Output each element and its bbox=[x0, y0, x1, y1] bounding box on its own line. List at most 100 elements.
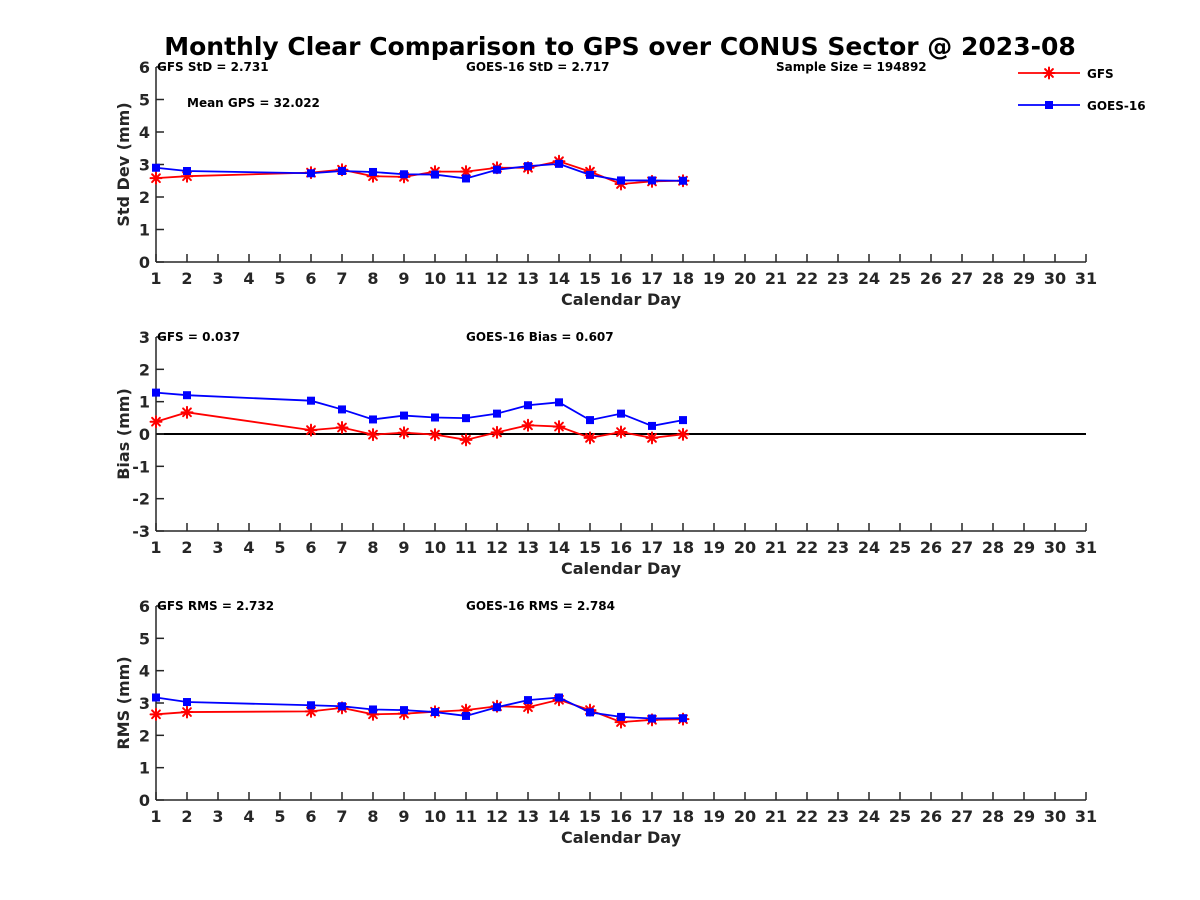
data-point bbox=[648, 714, 656, 723]
x-tick-label: 27 bbox=[951, 807, 973, 826]
data-point bbox=[555, 693, 563, 702]
data-point bbox=[397, 426, 411, 440]
x-tick-label: 30 bbox=[1044, 538, 1066, 557]
x-tick-label: 7 bbox=[336, 538, 347, 557]
x-tick-label: 16 bbox=[610, 269, 632, 288]
x-tick-label: 25 bbox=[889, 269, 911, 288]
marker-stroke bbox=[647, 432, 657, 443]
x-tick-label: 15 bbox=[579, 538, 601, 557]
data-point bbox=[369, 705, 377, 714]
data-point bbox=[555, 159, 563, 168]
marker-stroke bbox=[306, 425, 316, 436]
data-point bbox=[586, 708, 594, 717]
data-point bbox=[307, 169, 315, 178]
x-axis-label: Calendar Day bbox=[561, 828, 682, 847]
x-tick-label: 10 bbox=[424, 269, 446, 288]
data-point bbox=[183, 698, 191, 707]
data-point bbox=[459, 433, 473, 447]
x-tick-label: 28 bbox=[982, 807, 1004, 826]
y-tick-label: 5 bbox=[139, 91, 150, 110]
x-tick-label: 12 bbox=[486, 807, 508, 826]
x-tick-label: 22 bbox=[796, 269, 818, 288]
legend-item-goes-16: GOES-16 bbox=[1018, 99, 1146, 113]
y-tick-label: 0 bbox=[139, 425, 150, 444]
data-point bbox=[524, 401, 532, 410]
data-point bbox=[307, 396, 315, 405]
x-tick-label: 1 bbox=[150, 807, 161, 826]
y-tick-label: 6 bbox=[139, 58, 150, 77]
x-tick-label: 18 bbox=[672, 269, 694, 288]
data-point bbox=[648, 176, 656, 185]
x-tick-label: 29 bbox=[1013, 807, 1035, 826]
data-point bbox=[617, 712, 625, 721]
x-tick-label: 1 bbox=[150, 269, 161, 288]
marker-stroke bbox=[678, 429, 688, 440]
data-point bbox=[679, 416, 687, 425]
data-point bbox=[586, 170, 594, 179]
series-goes-16 bbox=[152, 693, 687, 723]
y-tick-label: 2 bbox=[139, 188, 150, 207]
legend-label: GOES-16 bbox=[1087, 99, 1146, 113]
data-point bbox=[183, 167, 191, 175]
annotation-goes-stat: GOES-16 RMS = 2.784 bbox=[466, 599, 615, 613]
x-tick-label: 24 bbox=[858, 538, 880, 557]
x-tick-label: 25 bbox=[889, 538, 911, 557]
data-point bbox=[490, 425, 504, 439]
x-tick-label: 26 bbox=[920, 807, 942, 826]
x-tick-label: 24 bbox=[858, 269, 880, 288]
marker-stroke bbox=[523, 420, 533, 431]
y-axis-label: RMS (mm) bbox=[114, 656, 133, 749]
data-point bbox=[400, 170, 408, 179]
data-point bbox=[335, 421, 349, 435]
y-tick-label: 0 bbox=[139, 253, 150, 272]
data-point bbox=[428, 428, 442, 442]
marker-stroke bbox=[616, 427, 626, 437]
data-point bbox=[648, 421, 656, 430]
x-tick-label: 17 bbox=[641, 807, 663, 826]
legend: GFS GOES-16 bbox=[1018, 66, 1146, 113]
x-tick-label: 4 bbox=[243, 269, 254, 288]
x-tick-label: 18 bbox=[672, 807, 694, 826]
x-tick-label: 24 bbox=[858, 807, 880, 826]
x-tick-label: 13 bbox=[517, 538, 539, 557]
x-tick-label: 30 bbox=[1044, 269, 1066, 288]
x-tick-label: 25 bbox=[889, 807, 911, 826]
data-point bbox=[462, 711, 470, 720]
x-tick-label: 26 bbox=[920, 269, 942, 288]
data-point bbox=[338, 167, 346, 175]
series-line bbox=[155, 162, 684, 182]
annotation-sample-size: Sample Size = 194892 bbox=[776, 60, 927, 74]
legend-marker bbox=[1045, 101, 1053, 109]
data-point bbox=[369, 415, 377, 424]
data-point bbox=[583, 431, 597, 445]
y-tick-label: 4 bbox=[139, 123, 150, 142]
data-point bbox=[307, 701, 315, 710]
marker-stroke bbox=[399, 427, 409, 438]
x-tick-label: 17 bbox=[641, 538, 663, 557]
marker-stroke bbox=[182, 407, 192, 418]
x-tick-label: 27 bbox=[951, 269, 973, 288]
data-point bbox=[493, 409, 501, 418]
x-tick-label: 8 bbox=[367, 807, 378, 826]
marker-stroke bbox=[151, 709, 161, 720]
x-tick-label: 10 bbox=[424, 538, 446, 557]
x-tick-label: 10 bbox=[424, 807, 446, 826]
marker-stroke bbox=[461, 166, 471, 177]
data-point bbox=[149, 707, 163, 721]
x-tick-label: 7 bbox=[336, 269, 347, 288]
x-tick-label: 27 bbox=[951, 538, 973, 557]
x-tick-label: 5 bbox=[274, 538, 285, 557]
y-tick-label: -2 bbox=[132, 490, 150, 509]
marker-stroke bbox=[492, 427, 502, 438]
y-tick-label: 0 bbox=[139, 791, 150, 810]
x-tick-label: 20 bbox=[734, 269, 756, 288]
x-tick-label: 6 bbox=[305, 538, 316, 557]
x-tick-label: 19 bbox=[703, 807, 725, 826]
marker-stroke bbox=[151, 416, 161, 427]
marker-stroke bbox=[461, 434, 471, 445]
x-tick-label: 23 bbox=[827, 807, 849, 826]
y-tick-label: 5 bbox=[139, 629, 150, 648]
marker-stroke bbox=[337, 422, 347, 433]
x-tick-label: 29 bbox=[1013, 269, 1035, 288]
x-tick-label: 16 bbox=[610, 538, 632, 557]
